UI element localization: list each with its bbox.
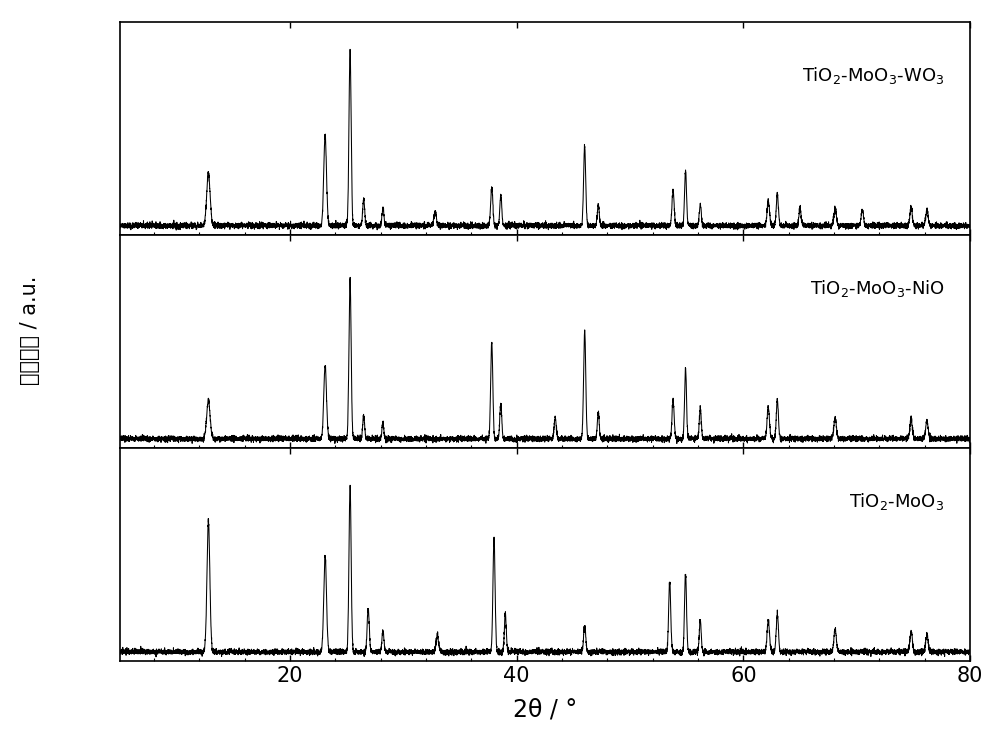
Text: 相对强度 / a.u.: 相对强度 / a.u.	[20, 276, 40, 385]
Text: TiO$_2$-MoO$_3$-WO$_3$: TiO$_2$-MoO$_3$-WO$_3$	[802, 65, 944, 86]
Text: TiO$_2$-MoO$_3$-NiO: TiO$_2$-MoO$_3$-NiO	[810, 278, 944, 299]
X-axis label: 2θ / °: 2θ / °	[513, 698, 577, 722]
Text: TiO$_2$-MoO$_3$: TiO$_2$-MoO$_3$	[849, 491, 944, 512]
